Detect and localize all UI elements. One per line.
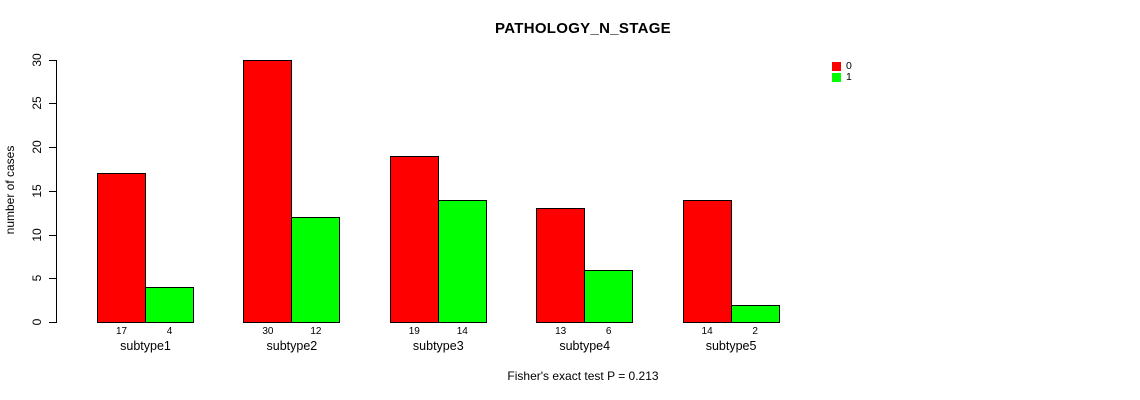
bar-value-label: 12 [310,326,322,337]
bar-1-subtype5 [730,304,780,323]
bar-value-label: 6 [605,326,612,337]
bar-value-label: 19 [408,326,420,337]
bar-0-subtype3 [389,155,439,323]
bar-0-subtype4 [536,208,586,323]
y-tick [49,147,56,148]
category-label: subtype3 [412,339,464,353]
y-axis-line [56,59,57,323]
legend-item-0: 0 [832,60,852,72]
legend-swatch-red [832,62,841,71]
legend-item-1: 1 [832,71,852,83]
legend-swatch-green [832,73,841,82]
y-tick-label: 20 [30,140,44,154]
y-tick [49,59,56,61]
y-tick [49,234,56,236]
y-tick [49,278,56,280]
y-tick-label: 30 [30,52,44,67]
category-label: subtype2 [266,339,318,353]
y-tick [49,322,56,323]
bar-0-subtype1 [97,173,146,323]
bar-0-subtype2 [243,59,293,323]
y-tick-label: 15 [30,184,44,198]
bar-0-subtype5 [682,199,732,323]
legend-label-1: 1 [846,71,852,83]
y-tick-label: 0 [30,318,44,326]
legend-label-0: 0 [846,60,852,72]
bar-1-subtype1 [145,287,194,323]
category-label: subtype4 [559,339,611,353]
y-tick [49,190,56,192]
footnote: Fisher's exact test P = 0.213 [507,369,659,383]
bar-value-label: 4 [166,326,173,337]
y-tick-label: 25 [30,96,44,110]
bar-value-label: 30 [262,326,274,337]
bar-value-label: 2 [752,326,758,337]
category-label: subtype1 [120,339,171,353]
bar-1-subtype4 [584,269,634,323]
bar-value-label: 14 [701,326,713,337]
bar-value-label: 13 [555,326,567,337]
category-label: subtype5 [705,339,757,353]
y-tick-label: 5 [30,274,44,282]
bar-value-label: 17 [115,326,128,337]
bar-1-subtype3 [437,199,487,323]
bar-1-subtype2 [291,217,341,323]
y-tick-label: 10 [30,227,44,242]
y-tick [49,103,56,105]
bar-value-label: 14 [456,326,468,337]
legend: 0 1 [832,60,852,84]
chart-title: PATHOLOGY_N_STAGE [495,20,671,37]
